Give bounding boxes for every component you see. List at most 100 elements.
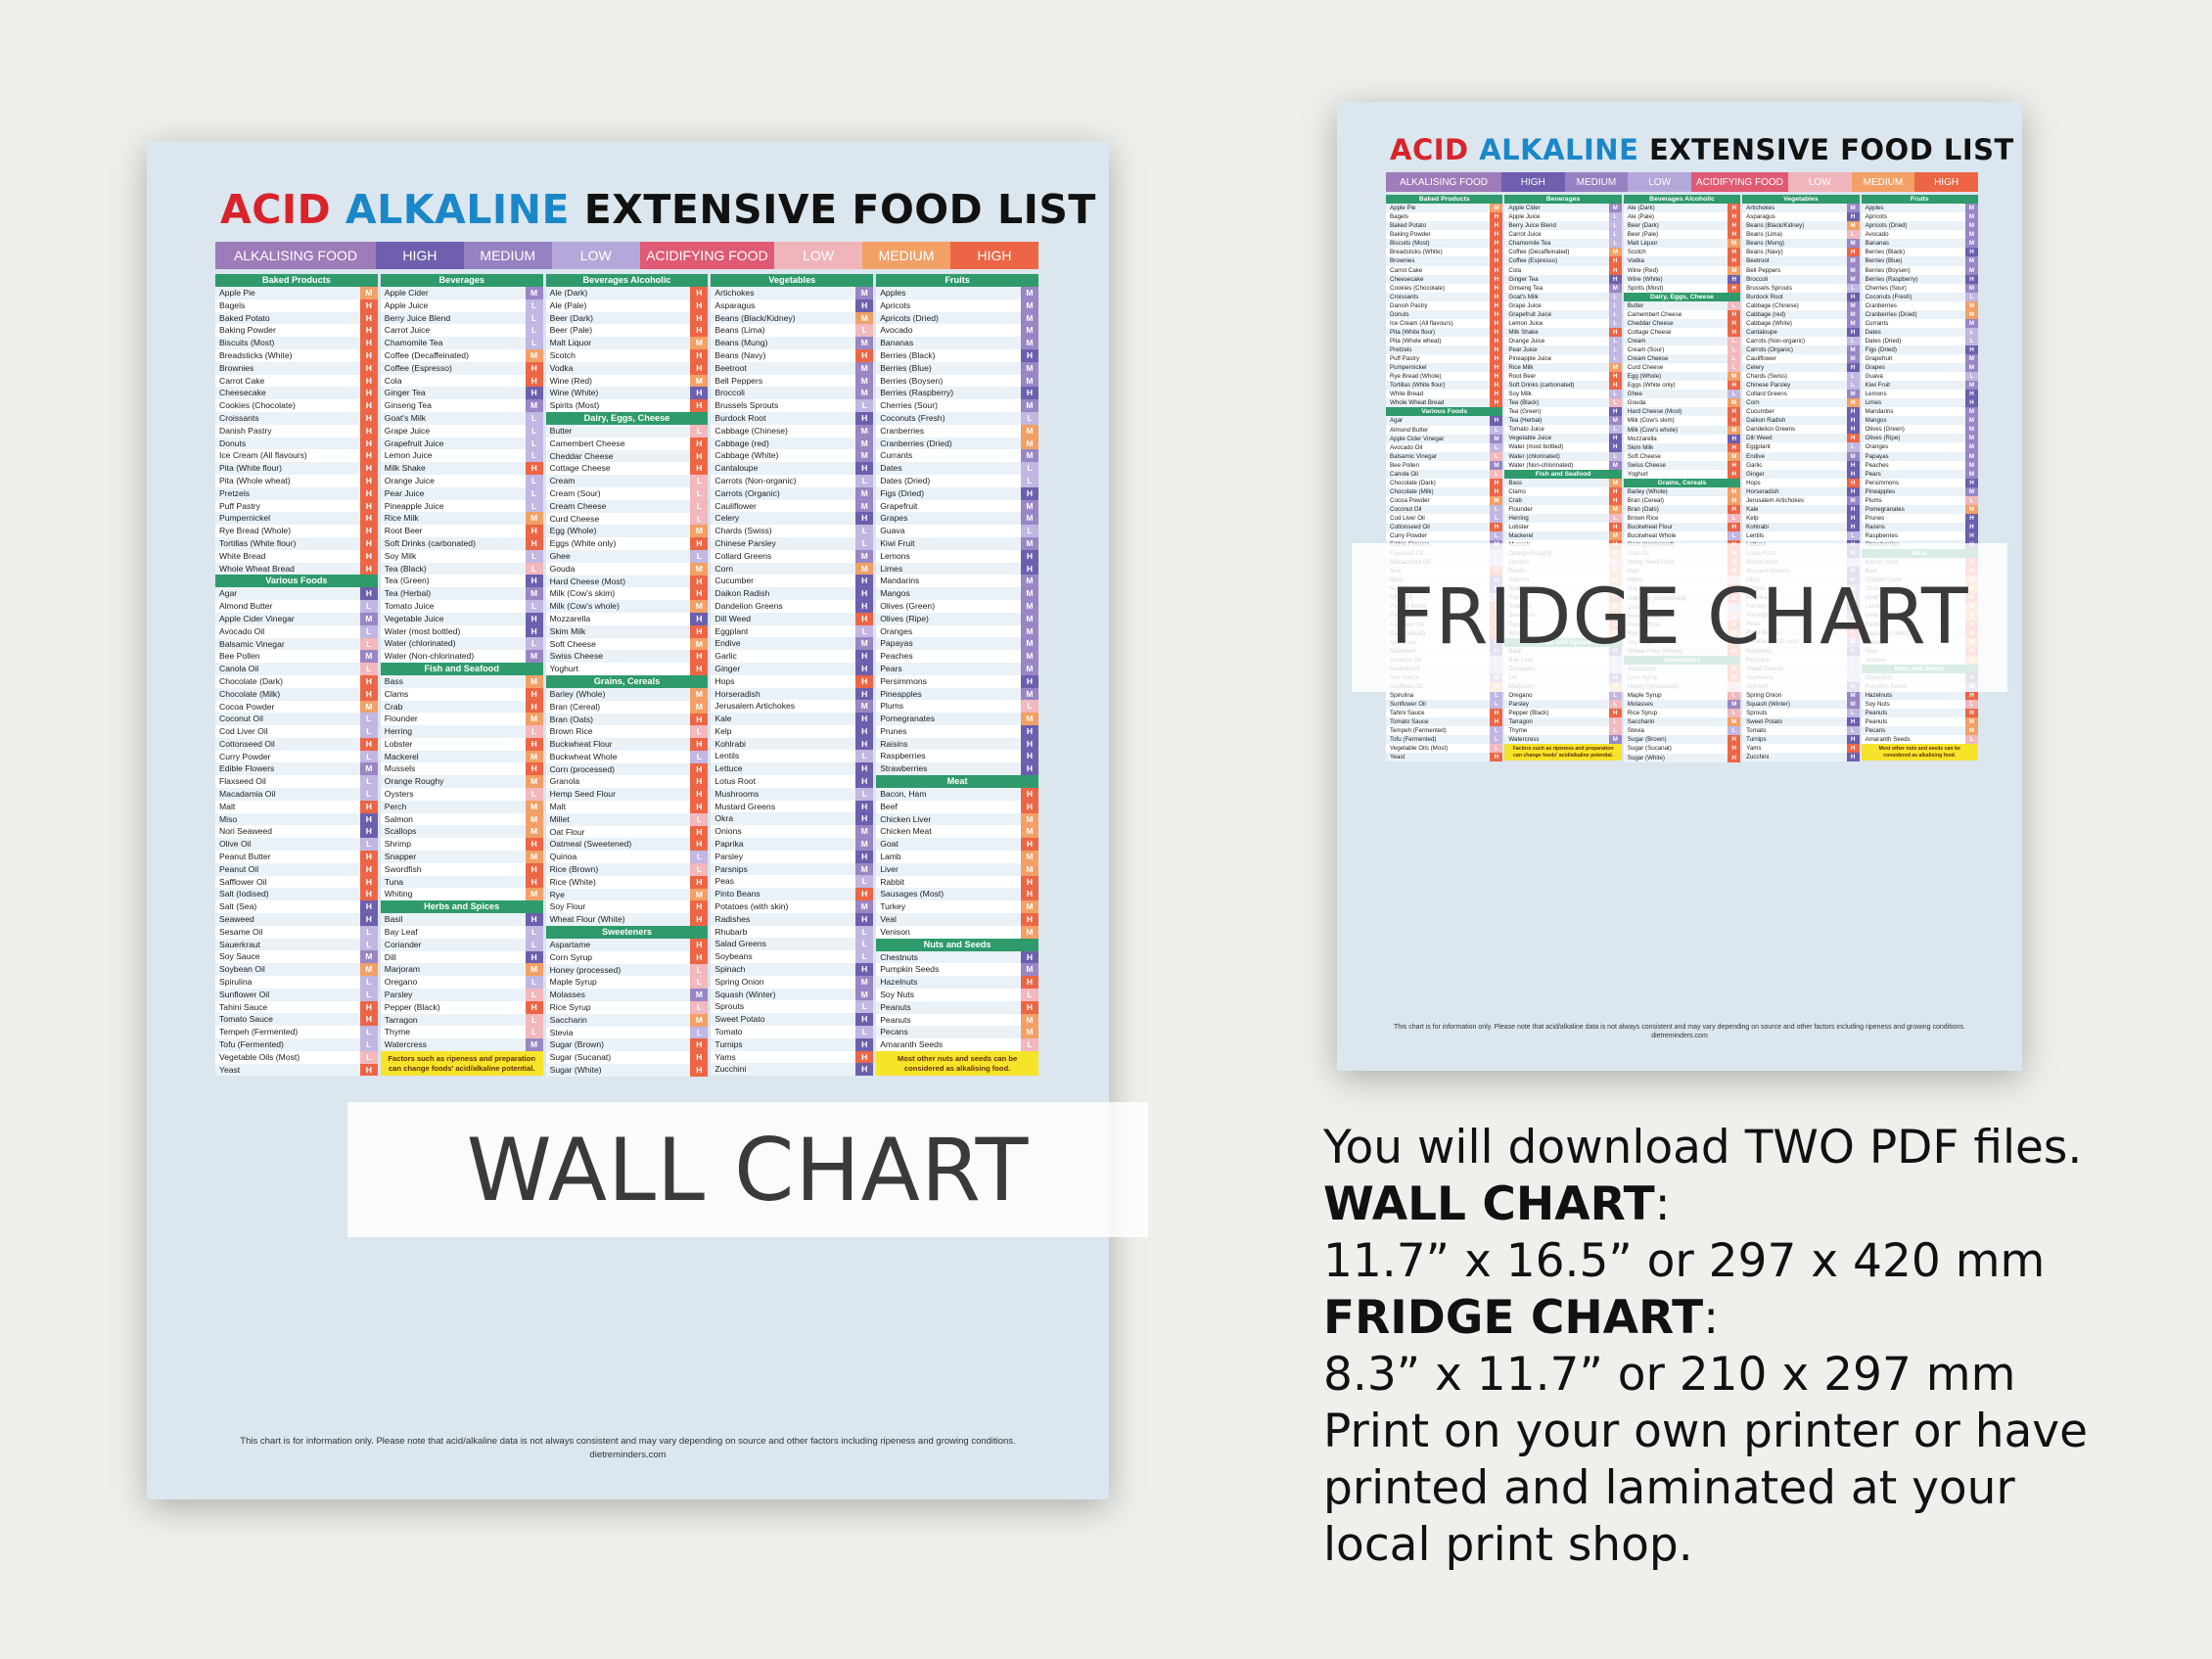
food-row: Artichokes M xyxy=(711,287,874,300)
food-name: Root Beer xyxy=(1508,373,1537,381)
food-name: Berries (Black) xyxy=(880,349,936,360)
food-name: Berries (Raspberry) xyxy=(880,388,954,398)
level-badge: M xyxy=(1608,283,1622,293)
food-row: Apple Juice L xyxy=(1504,212,1622,222)
food-row: Buckwheat Flour H xyxy=(545,738,709,751)
food-name: Dates xyxy=(880,463,902,474)
food-row: Swiss Cheese H xyxy=(1623,460,1741,470)
level-badge: H xyxy=(1728,318,1741,328)
level-badge: H xyxy=(855,1050,874,1064)
level-badge: H xyxy=(855,800,874,813)
level-badge: L xyxy=(359,624,378,638)
food-row: Grapefruit Juice L xyxy=(380,437,543,450)
food-row: Balsamic Vinegar L xyxy=(215,637,378,651)
level-badge: L xyxy=(1490,513,1503,524)
food-name: Lettuce xyxy=(714,763,743,774)
food-name: Tahini Sauce xyxy=(219,1001,268,1012)
level-badge: L xyxy=(359,1026,378,1039)
food-name: Celery xyxy=(1746,364,1765,372)
food-row: Buckwheat Flour H xyxy=(1623,523,1741,532)
food-row: Maple Syrup L xyxy=(1623,691,1741,701)
food-name: Peanuts xyxy=(880,1001,911,1012)
key-low: LOW xyxy=(1628,172,1691,192)
food-name: Pretzels xyxy=(219,487,251,498)
food-row: Spring Onion M xyxy=(711,975,874,989)
level-badge: M xyxy=(1020,324,1038,338)
food-name: Corn Syrup xyxy=(549,951,593,962)
level-badge: M xyxy=(1964,451,1978,461)
food-row: Beans (Mung) M xyxy=(1742,239,1860,249)
food-name: Curry Powder xyxy=(219,751,271,761)
food-name: Croissants xyxy=(1390,293,1419,300)
food-name: Apricots xyxy=(1865,213,1887,221)
food-row: Peanuts H xyxy=(876,1000,1038,1014)
food-name: Bacon, Ham xyxy=(880,789,927,800)
food-row: Carrots (Organic) M xyxy=(711,486,874,500)
food-name: Coconut Oil xyxy=(219,714,263,724)
level-badge: L xyxy=(690,963,709,977)
food-name: Cabbage (Chinese) xyxy=(1746,301,1799,309)
food-name: Ice Cream (All flavours) xyxy=(1390,319,1453,327)
level-badge: M xyxy=(525,888,543,901)
level-badge: H xyxy=(1846,363,1860,373)
food-name: Macadamia Oil xyxy=(219,789,276,800)
food-row: Grape Juice L xyxy=(1504,300,1622,310)
level-badge: H xyxy=(1490,353,1503,364)
food-row: Cheesecake H xyxy=(215,387,378,400)
level-badge: H xyxy=(1846,735,1860,745)
food-row: Grapes M xyxy=(876,512,1038,526)
level-badge: M xyxy=(1020,361,1038,375)
food-name: Rice (White) xyxy=(549,876,596,887)
food-name: Biscuits (Most) xyxy=(219,338,275,348)
food-name: Chocolate (Dark) xyxy=(219,675,283,686)
food-name: Spring Onion xyxy=(714,976,764,987)
food-row: Pineapples M xyxy=(876,687,1038,701)
food-name: Salt (Sea) xyxy=(219,901,257,912)
level-badge: H xyxy=(1728,204,1741,213)
level-badge: H xyxy=(1020,549,1038,563)
food-name: Tempeh (Fermented) xyxy=(1390,727,1447,735)
level-badge: H xyxy=(359,800,378,813)
section-header: Nuts and Seeds xyxy=(876,938,1038,951)
level-badge: L xyxy=(1490,425,1503,435)
food-row: Soft Cheese M xyxy=(1623,451,1741,461)
food-row: Vodka H xyxy=(545,361,709,375)
food-row: Camembert Cheese H xyxy=(545,437,709,450)
food-name: Lobster xyxy=(1508,524,1530,531)
food-name: Pear Juice xyxy=(1508,346,1538,353)
food-name: Parsley xyxy=(1508,701,1530,709)
food-row: Water (Non-chlorinated) M xyxy=(380,650,543,663)
food-row: Cranberries (Dried) M xyxy=(876,437,1038,450)
level-badge: L xyxy=(1490,504,1503,514)
food-name: Salt (Iodised) xyxy=(219,889,269,899)
level-badge: M xyxy=(1964,230,1978,240)
level-badge: M xyxy=(1020,437,1038,450)
section-header: Beverages Alcoholic xyxy=(1623,195,1741,205)
food-name: Cantaloupe xyxy=(714,463,759,474)
food-row: Berries (Raspberry) H xyxy=(1861,274,1978,284)
food-name: Beer (Dark) xyxy=(549,312,594,323)
food-name: Dates (Dried) xyxy=(1865,337,1902,345)
food-name: Maple Syrup xyxy=(1627,692,1662,700)
food-row: Malt Liquor M xyxy=(1623,239,1741,249)
food-name: Cauliflower xyxy=(714,500,757,511)
level-badge: M xyxy=(1964,318,1978,328)
section-header: Grains, Cereals xyxy=(1623,478,1741,487)
food-name: Mozzarella xyxy=(1627,435,1657,442)
food-row: Beans (Mung) M xyxy=(711,337,874,349)
food-name: Cookies (Chocolate) xyxy=(1390,284,1446,292)
level-badge: H xyxy=(525,361,543,375)
food-row: Bee Pollen M xyxy=(215,650,378,664)
food-name: Apples xyxy=(1865,205,1884,212)
food-row: Ale (Pale) H xyxy=(545,299,709,312)
food-name: Yams xyxy=(1746,745,1762,753)
food-row: Spirits (Most) H xyxy=(545,399,709,412)
food-name: Soy Milk xyxy=(384,550,417,561)
food-name: Jerusalem Artichokes xyxy=(1746,496,1804,504)
